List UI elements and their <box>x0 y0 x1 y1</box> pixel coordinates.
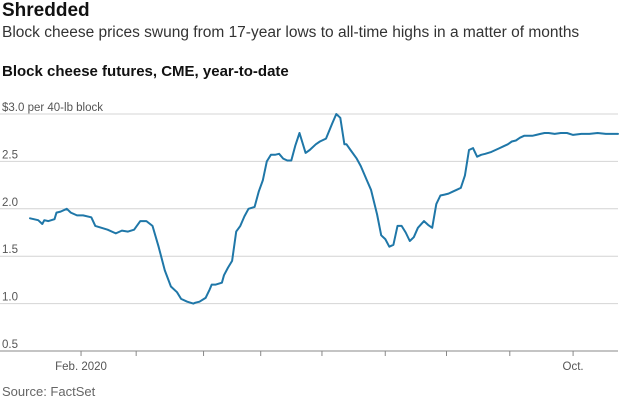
y-tick-label: 0.5 <box>2 339 18 351</box>
chart-subtitle: Block cheese prices swung from 17-year l… <box>2 24 580 41</box>
y-tick-label: 2.0 <box>2 197 18 209</box>
chart-heading: Block cheese futures, CME, year-to-date <box>2 63 289 80</box>
y-tick-label: $3.0 per 40-lb block <box>2 102 103 114</box>
series-line <box>29 113 619 305</box>
chart-title: Shredded <box>2 0 90 21</box>
y-tick-label: 1.5 <box>2 244 18 256</box>
source-note: Source: FactSet <box>2 384 96 399</box>
y-tick-label: 1.0 <box>2 292 18 304</box>
x-tick-label: Oct. <box>563 361 584 373</box>
x-tick-label: Feb. 2020 <box>55 361 107 373</box>
y-tick-label: 2.5 <box>2 149 18 161</box>
